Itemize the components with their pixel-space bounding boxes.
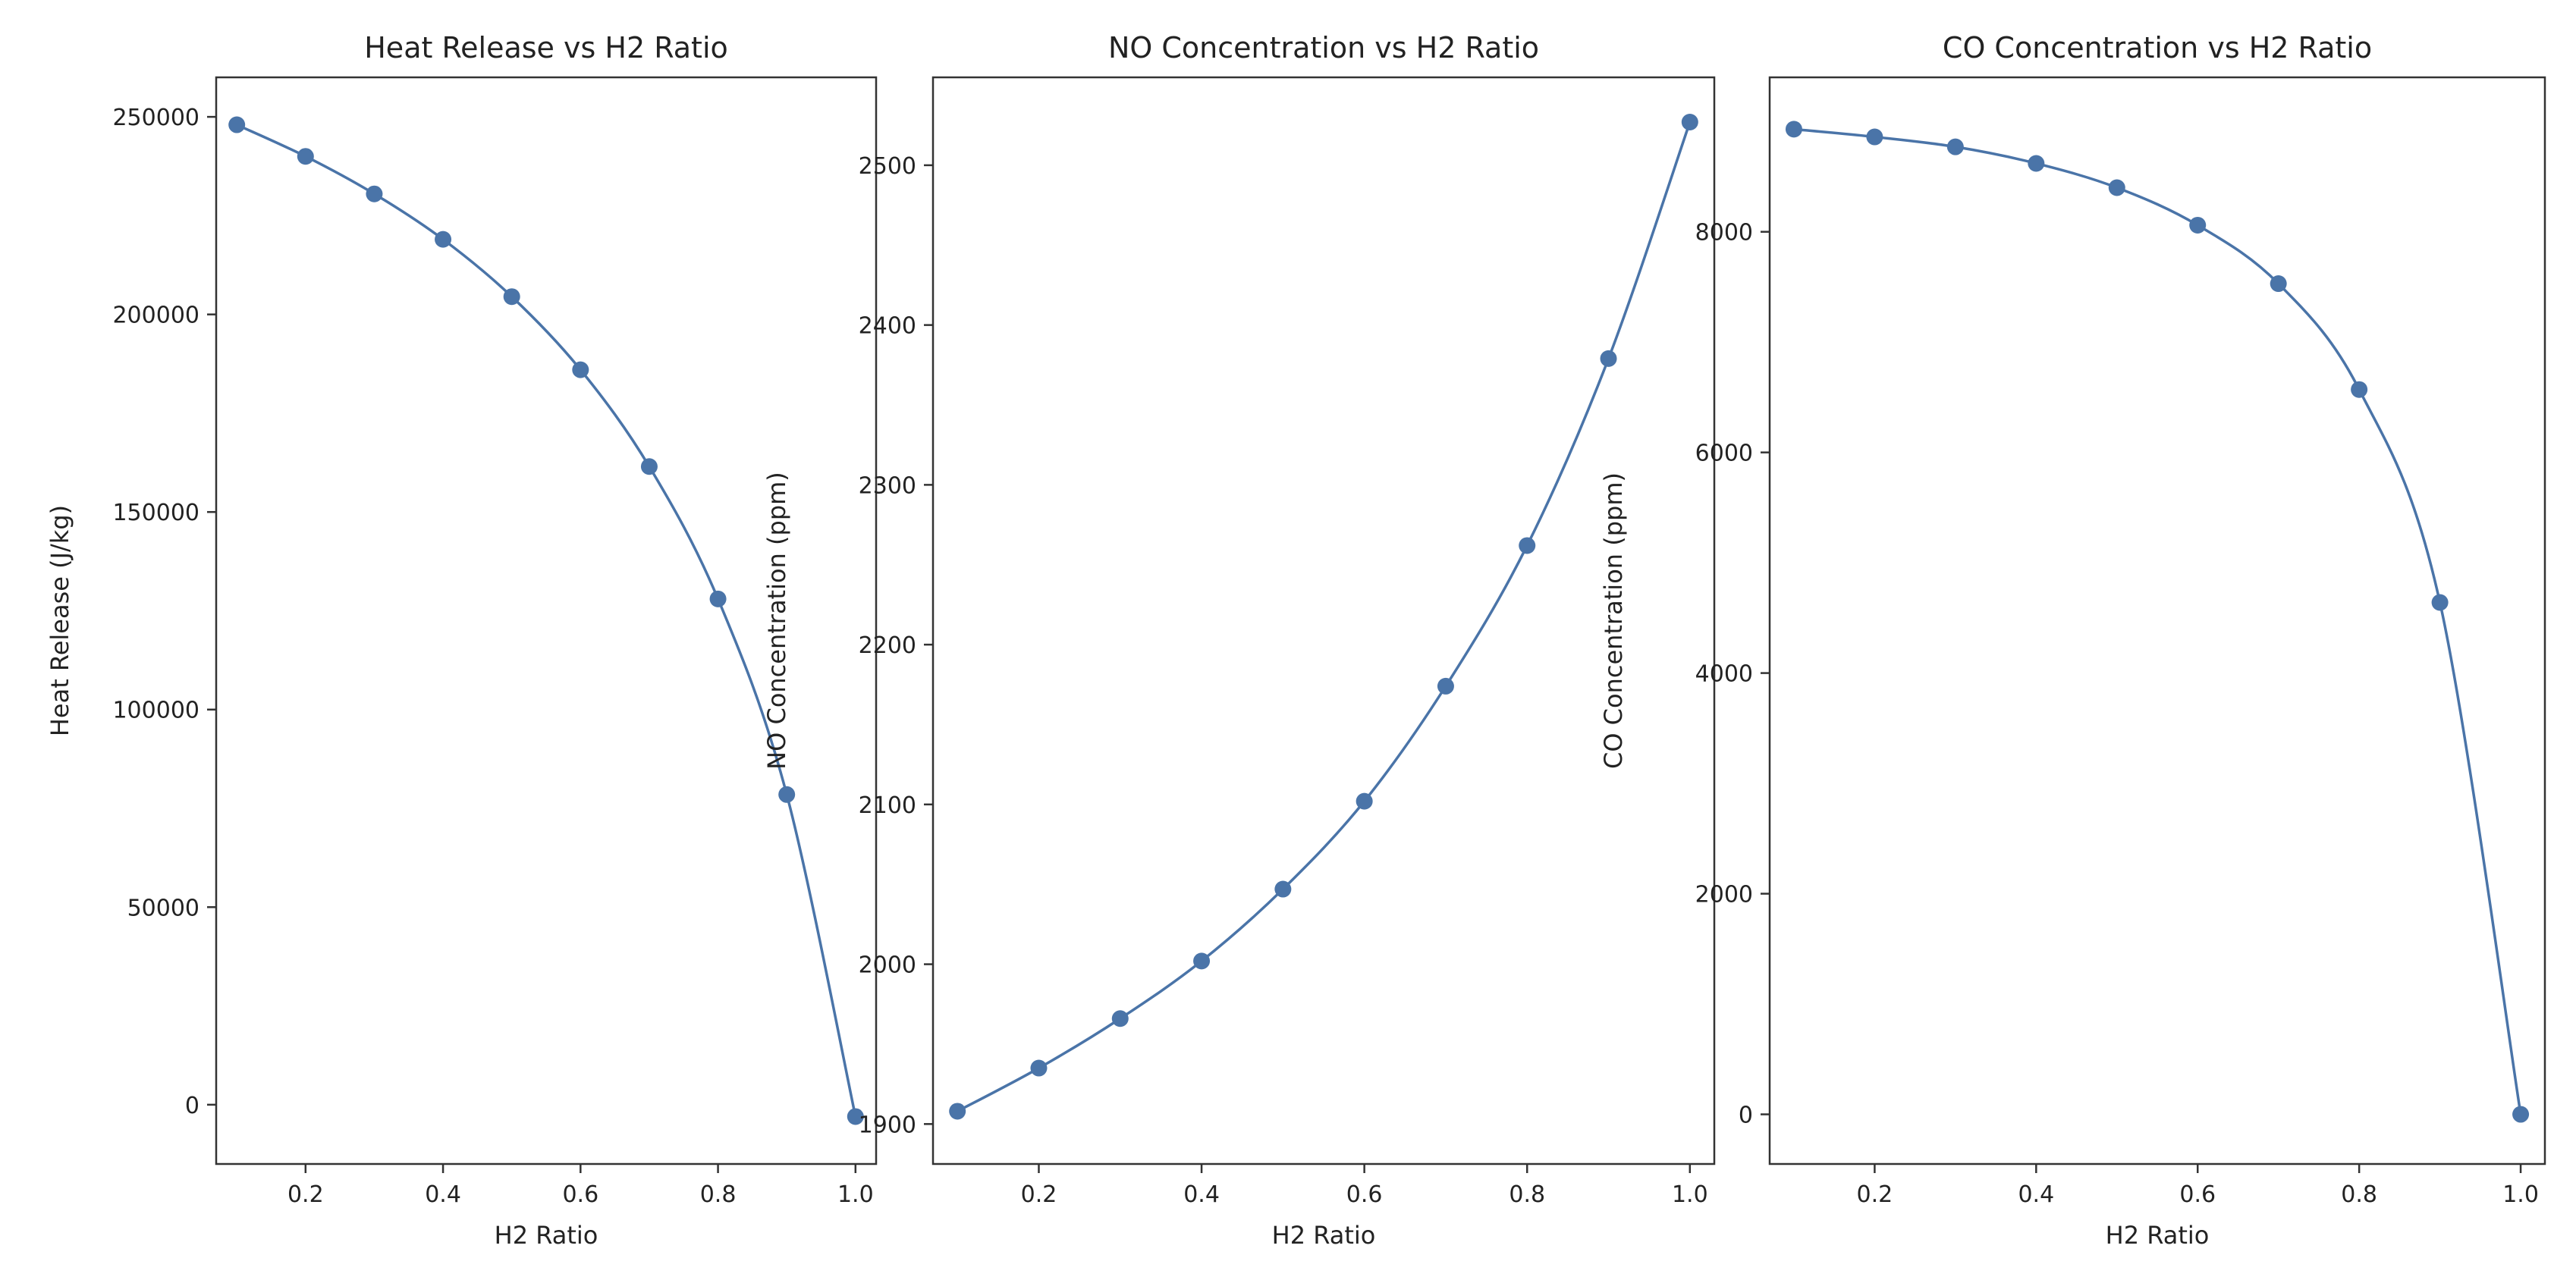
subplot-3: CO Concentration vs H2 Ratio 0.2 0.4 0.6 0.8… (1599, 31, 2546, 1250)
y-tick-label: 2200 (859, 632, 916, 659)
x-tick-label: 0.4 (2018, 1181, 2054, 1208)
x-tick-label: 0.4 (425, 1181, 461, 1208)
chart-title: CO Concentration vs H2 Ratio (1943, 31, 2372, 64)
y-tick-label: 200000 (112, 303, 199, 329)
data-point (709, 590, 727, 607)
y-axis-label: Heat Release (J/kg) (46, 505, 74, 736)
data-point (1193, 952, 1211, 970)
data-point (778, 786, 796, 803)
data-point (1866, 128, 1883, 146)
y-tick-label: 2300 (859, 472, 916, 499)
data-point (297, 148, 314, 165)
y-tick-label: 100000 (112, 698, 199, 724)
x-tick-label: 0.2 (287, 1181, 324, 1208)
y-axis-label: NO Concentration (ppm) (762, 472, 791, 770)
y-tick-label: 2500 (859, 153, 916, 180)
data-point (2431, 594, 2449, 611)
y-tick-label: 2100 (859, 792, 916, 819)
data-point (503, 288, 520, 306)
data-point (366, 185, 383, 202)
data-point (228, 116, 246, 133)
y-tick-label: 2000 (1695, 882, 1753, 908)
data-point (2028, 155, 2045, 172)
y-tick-label: 0 (1739, 1103, 1753, 1129)
data-point (1111, 1010, 1129, 1027)
y-tick-label: 1900 (859, 1112, 916, 1138)
data-point (640, 458, 658, 475)
x-tick-label: 0.6 (2179, 1181, 2216, 1208)
x-axis-label: H2 Ratio (495, 1221, 598, 1250)
x-tick-label: 0.4 (1183, 1181, 1220, 1208)
y-tick-label: 8000 (1695, 220, 1753, 246)
x-axis-label: H2 Ratio (2106, 1221, 2210, 1250)
x-tick-label: 1.0 (1672, 1181, 1708, 1208)
y-axis-label: CO Concentration (ppm) (1599, 472, 1628, 769)
x-tick-label: 1.0 (837, 1181, 874, 1208)
data-point (1274, 880, 1292, 898)
x-axis-label: H2 Ratio (1272, 1221, 1376, 1250)
y-tick-label: 4000 (1695, 661, 1753, 688)
subplot-2: NO Concentration vs H2 Ratio 0.2 0.4 0.6 0.8… (762, 31, 1716, 1250)
data-point (2512, 1106, 2530, 1123)
data-point (2351, 381, 2368, 398)
data-point (2189, 216, 2207, 234)
data-point (1600, 350, 1617, 367)
subplot-1: Heat Release vs H2 Ratio 0.2 0.4 0.6 0.8 1.0 0… (46, 31, 878, 1250)
data-point (1519, 537, 1536, 554)
x-tick-label: 0.6 (562, 1181, 598, 1208)
y-tick-label: 250000 (112, 105, 199, 131)
y-tick-label: 2000 (859, 952, 916, 979)
y-tick-label: 150000 (112, 500, 199, 526)
x-tick-label: 0.8 (700, 1181, 737, 1208)
x-tick-label: 0.8 (1509, 1181, 1545, 1208)
data-point (1946, 138, 1964, 155)
data-point (2270, 275, 2287, 293)
x-tick-label: 1.0 (2502, 1181, 2539, 1208)
data-point (847, 1108, 864, 1125)
data-point (435, 231, 452, 248)
x-tick-label: 0.2 (1857, 1181, 1893, 1208)
axes-frame (931, 76, 1716, 1165)
data-point (1681, 114, 1698, 131)
x-tick-label: 0.2 (1021, 1181, 1057, 1208)
chart-title: Heat Release vs H2 Ratio (364, 31, 728, 64)
x-tick-label: 0.6 (1346, 1181, 1383, 1208)
y-tick-label: 0 (185, 1093, 199, 1119)
data-point (2108, 179, 2125, 196)
axes-frame (1768, 76, 2546, 1165)
x-tick-label: 0.8 (2341, 1181, 2377, 1208)
y-tick-label: 6000 (1695, 441, 1753, 467)
chart-title: NO Concentration vs H2 Ratio (1108, 31, 1539, 64)
data-point (1437, 677, 1454, 695)
y-tick-label: 50000 (127, 895, 199, 921)
data-point (572, 361, 589, 378)
axes-frame (215, 76, 878, 1165)
data-point (1785, 121, 1802, 138)
data-point (1356, 792, 1373, 810)
data-point (1030, 1059, 1048, 1077)
data-point (949, 1103, 966, 1120)
y-tick-label: 2400 (859, 313, 916, 340)
